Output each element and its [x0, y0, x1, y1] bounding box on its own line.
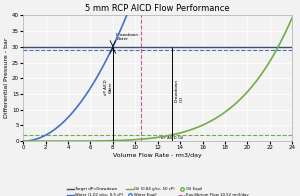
Legend: Target dP=Drawdown, Water (1.02 g/cc, 0.5 cP), Oil (0.84 g/cc, 50 cP), Water Equ: Target dP=Drawdown, Water (1.02 g/cc, 0.…: [67, 187, 249, 196]
Text: dP AICD
Water: dP AICD Water: [104, 80, 113, 95]
Y-axis label: Differential Pressure - bar: Differential Pressure - bar: [4, 38, 9, 118]
Text: dP AICD Oil: dP AICD Oil: [161, 136, 183, 140]
X-axis label: Volume Flow Rate - rm3/day: Volume Flow Rate - rm3/day: [113, 153, 202, 158]
Text: Drawdown
Oil: Drawdown Oil: [175, 79, 184, 102]
Text: Drawdown
Water: Drawdown Water: [116, 33, 139, 41]
Title: 5 mm RCP AICD Flow Performance: 5 mm RCP AICD Flow Performance: [85, 4, 230, 13]
